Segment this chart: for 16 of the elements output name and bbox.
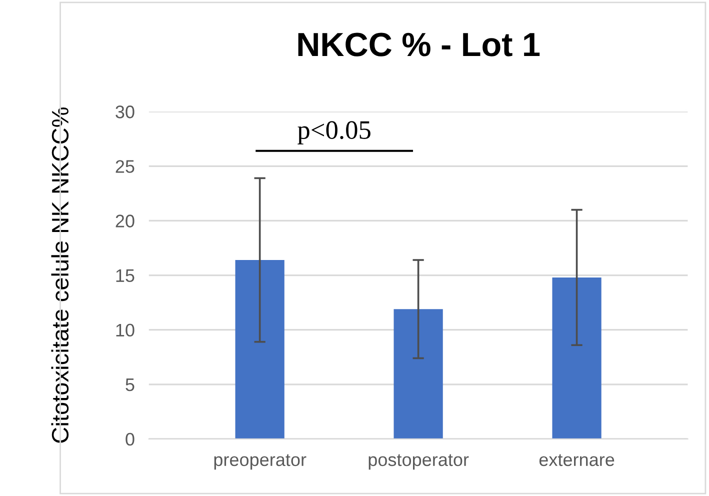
y-tick-label: 15 [116, 269, 134, 282]
bar [552, 277, 602, 439]
chart-title: NKCC % - Lot 1 [298, 32, 540, 56]
x-tick-label: postoperator [368, 454, 469, 470]
y-tick-label: 25 [116, 160, 134, 173]
y-axis-title: Citotoxicitate celule NK NKCC% [51, 108, 69, 443]
y-tick-label: 20 [116, 214, 134, 228]
y-tick-label: 0 [126, 432, 134, 446]
annotation: p<0.05 [298, 121, 370, 144]
x-tick-label: externare [539, 454, 614, 466]
bar [394, 309, 443, 439]
y-tick-label: 5 [126, 378, 134, 392]
y-tick-label: 10 [116, 324, 134, 337]
y-tick-label: 30 [116, 106, 134, 118]
bar [235, 260, 284, 439]
x-tick-label: preoperator [214, 454, 306, 470]
